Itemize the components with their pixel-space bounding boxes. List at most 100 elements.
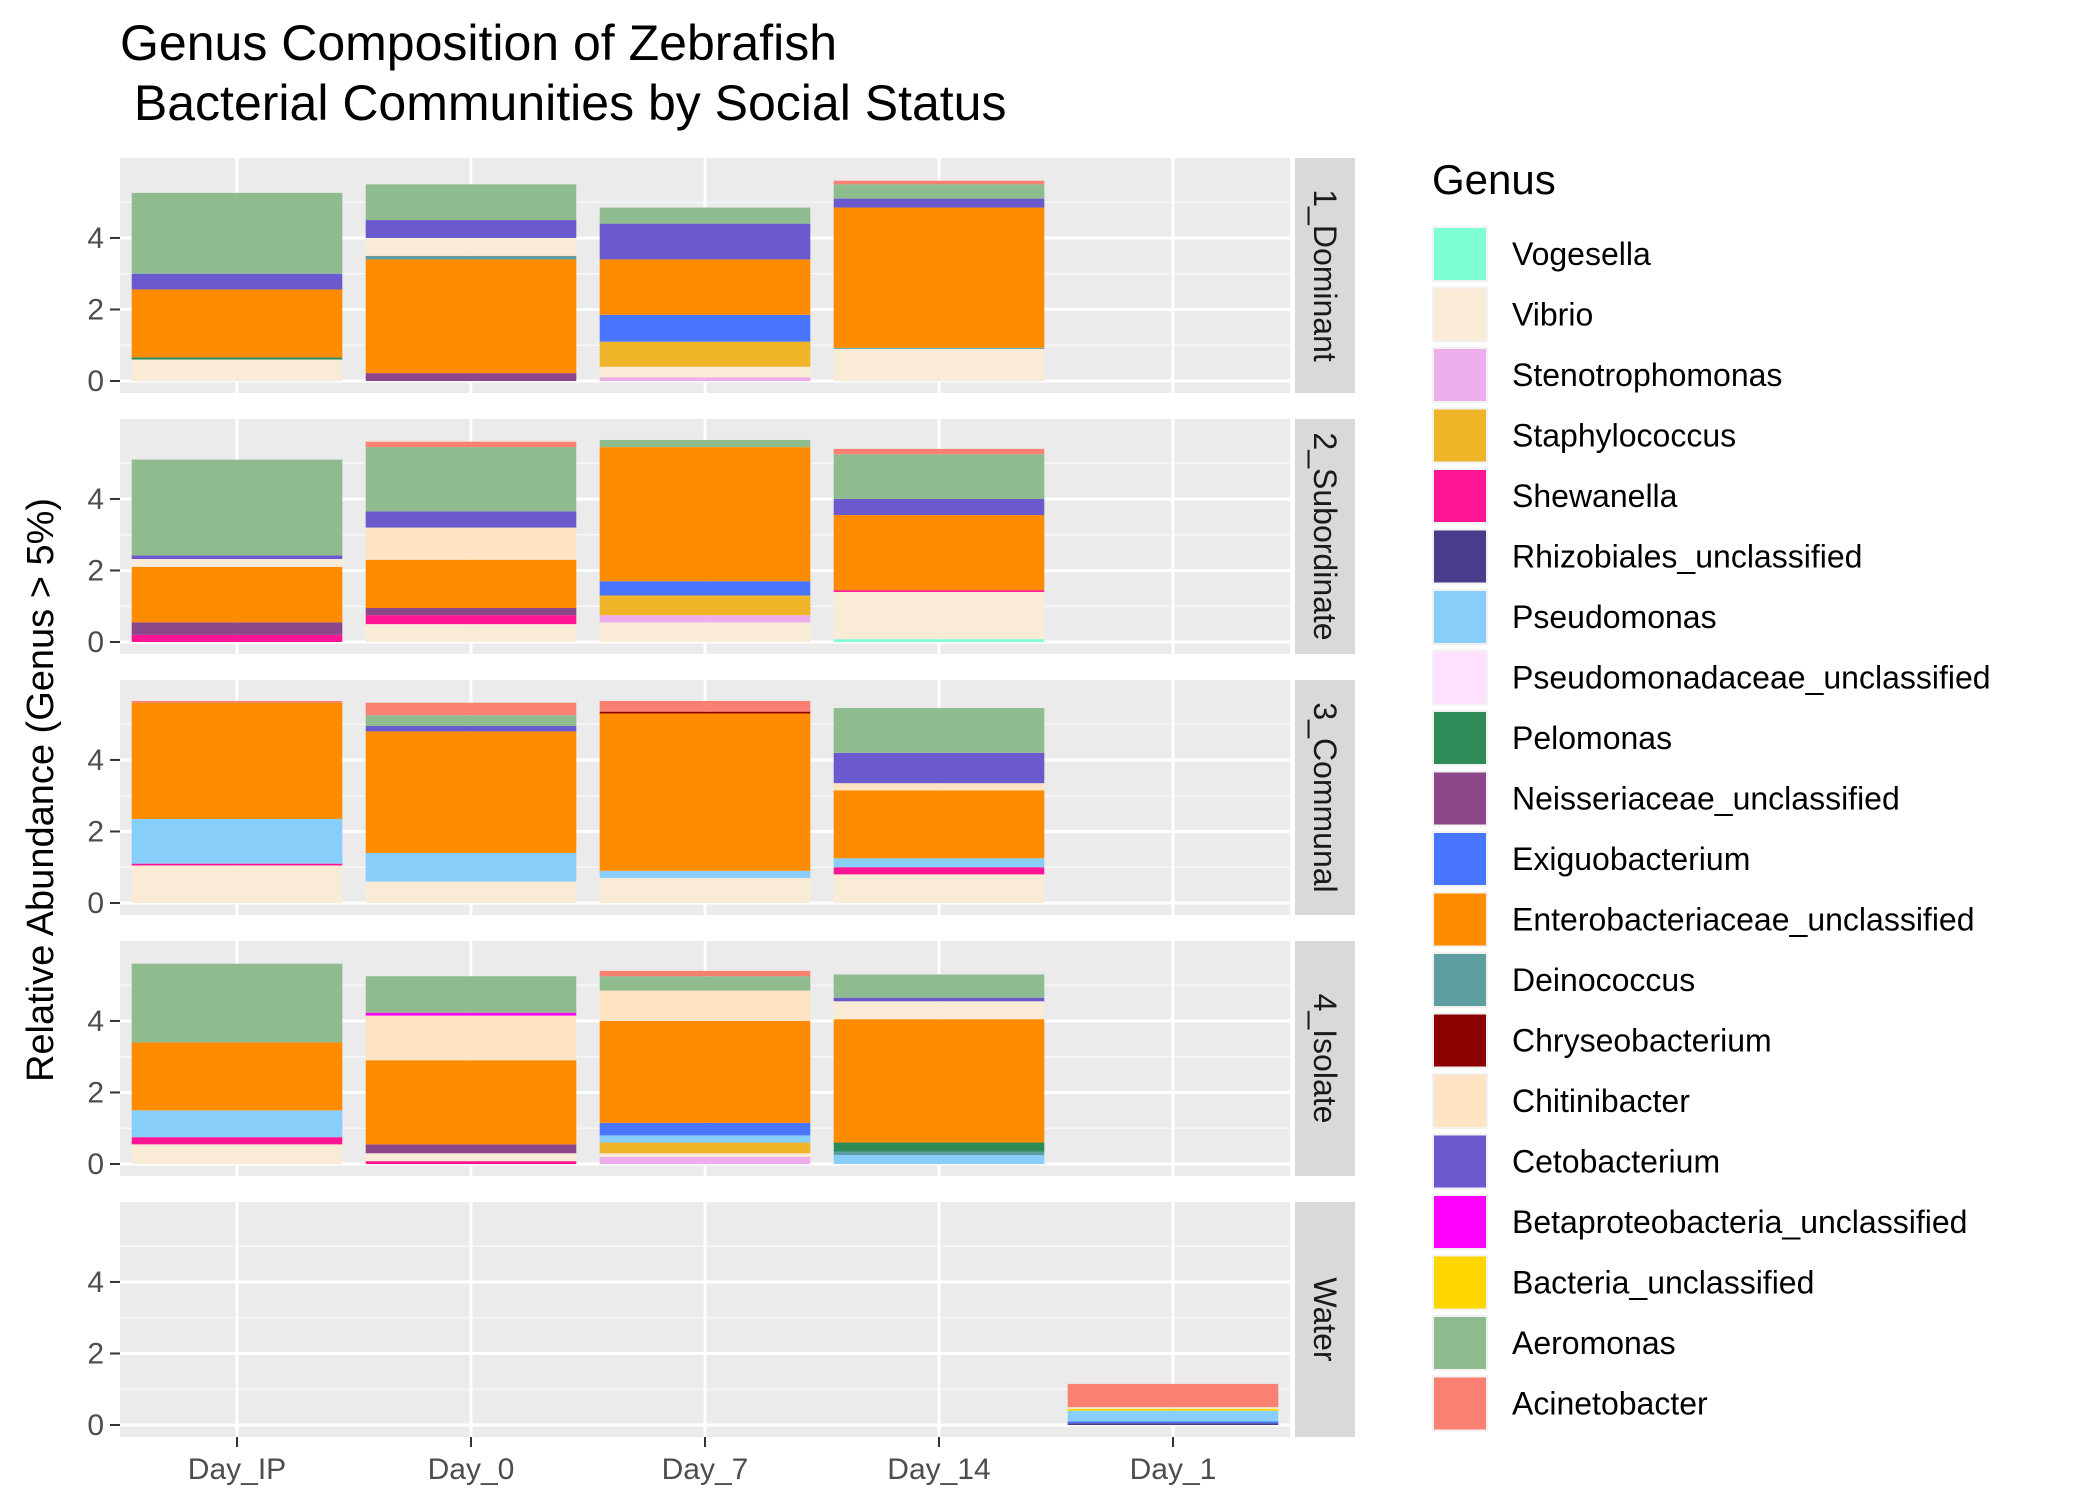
bar-segment-vibrio	[365, 624, 577, 642]
legend-swatch	[1434, 954, 1486, 1006]
legend-item-pseudomonadaceae-unclassified: Pseudomonadaceae_unclassified	[1432, 649, 1991, 706]
legend-swatch	[1434, 651, 1486, 704]
x-axis: Day_IP Day_0 Day_7 Day_14 Day_1	[188, 1437, 1216, 1486]
bar-segment-shewanella	[365, 1161, 577, 1164]
y-tick-label: 4	[87, 222, 104, 255]
bar-segment-chitinibacter	[365, 527, 577, 560]
bar-segment-shewanella	[131, 1137, 343, 1145]
legend-swatch	[1434, 893, 1486, 946]
bar-segment-chitinibacter	[1067, 1407, 1279, 1409]
bar-segment-vibrio	[599, 366, 811, 378]
bar-segment-shewanella	[833, 867, 1045, 875]
bar-segment-cetobacterium	[833, 752, 1045, 784]
bar-segment-shewanella	[131, 634, 343, 642]
bar-segment-staphylococcus	[599, 341, 811, 367]
bar-segment-vibrio	[131, 865, 343, 903]
facet-panel-4-isolate: 0 2 4 4_Isolate	[87, 941, 1355, 1181]
facet-panel-1-dominant: 0 2 4 1_Dominant	[87, 158, 1355, 398]
legend-label: Aeromonas	[1512, 1325, 1676, 1361]
legend-item-exiguobacterium: Exiguobacterium	[1432, 831, 1750, 887]
legend-swatch	[1434, 833, 1486, 885]
facets-layer: 0 2 4 1_Dominant 0 2 4 2_Subordinate 0 2 4 3_Commun…	[87, 158, 1355, 1442]
stacked-bar-day-0	[365, 441, 577, 642]
x-tick-label: Day_14	[887, 1453, 990, 1486]
bar-segment-cetobacterium	[365, 725, 577, 732]
legend-item-deinococcus: Deinococcus	[1432, 952, 1695, 1008]
legend-label: Vogesella	[1512, 236, 1651, 272]
legend-label: Stenotrophomonas	[1512, 357, 1782, 393]
y-tick-label: 2	[87, 815, 104, 848]
bar-segment-enterobacteriaceae-unclassified	[833, 515, 1045, 591]
bar-segment-pseudomonas	[599, 870, 811, 878]
bar-segment-pseudomonas	[131, 818, 343, 864]
bar-segment-vibrio	[833, 1001, 1045, 1020]
legend-label: Cetobacterium	[1512, 1144, 1720, 1180]
x-tick-label: Day_7	[662, 1453, 749, 1486]
y-tick-label: 4	[87, 1266, 104, 1299]
bar-segment-aeromonas	[365, 184, 577, 221]
bar-segment-enterobacteriaceae-unclassified	[599, 259, 811, 315]
stacked-bar-day-0	[365, 976, 577, 1164]
bar-segment-aeromonas	[365, 715, 577, 726]
bar-segment-cetobacterium	[833, 198, 1045, 208]
bar-segment-cetobacterium	[365, 511, 577, 528]
legend-item-neisseriaceae-unclassified: Neisseriaceae_unclassified	[1432, 770, 1900, 827]
y-tick-label: 0	[87, 365, 104, 398]
legend-swatch	[1434, 349, 1486, 401]
stacked-bar-day-0	[365, 184, 577, 381]
bar-segment-vibrio	[365, 237, 577, 256]
legend-item-staphylococcus: Staphylococcus	[1432, 407, 1736, 464]
bar-segment-enterobacteriaceae-unclassified	[131, 566, 343, 623]
bar-segment-vibrio	[131, 1144, 343, 1164]
bar-segment-chitinibacter	[365, 1015, 577, 1061]
bar-segment-bacteria-unclassified	[1067, 1408, 1279, 1411]
legend-swatch	[1434, 228, 1486, 280]
legend-item-rhizobiales-unclassified: Rhizobiales_unclassified	[1432, 528, 1862, 585]
legend-swatch	[1434, 1377, 1486, 1430]
bar-segment-vibrio	[599, 1153, 811, 1157]
bar-segment-aeromonas	[833, 454, 1045, 499]
bar-segment-acinetobacter	[365, 702, 577, 716]
legend-item-shewanella: Shewanella	[1432, 468, 1678, 524]
bar-segment-cetobacterium	[833, 498, 1045, 516]
bar-segment-pseudomonas	[833, 1155, 1045, 1164]
facet-panel-water: 0 2 4 Water	[87, 1202, 1355, 1442]
bar-segment-enterobacteriaceae-unclassified	[599, 713, 811, 871]
bar-segment-cetobacterium	[833, 997, 1045, 1002]
y-axis-title: Relative Abundance (Genus > 5%)	[20, 498, 62, 1082]
bar-segment-stenotrophomonas	[599, 1156, 811, 1164]
legend-swatch	[1434, 288, 1486, 341]
legend-label: Pseudomonadaceae_unclassified	[1512, 660, 1991, 696]
bar-segment-neisseriaceae-unclassified	[365, 1144, 577, 1154]
bar-segment-pelomonas	[131, 357, 343, 360]
facet-strip	[1295, 158, 1355, 393]
legend-swatch	[1434, 1317, 1486, 1369]
facet-strip	[1295, 1202, 1355, 1437]
legend-label: Staphylococcus	[1512, 418, 1736, 454]
legend-item-chryseobacterium: Chryseobacterium	[1432, 1012, 1772, 1069]
legend-item-aeromonas: Aeromonas	[1432, 1315, 1676, 1371]
bar-segment-vibrio	[599, 622, 811, 642]
y-tick-label: 2	[87, 1076, 104, 1109]
facet-strip-label: 1_Dominant	[1307, 189, 1343, 362]
stacked-bar-day-14	[833, 448, 1045, 642]
bar-segment-pseudomonas	[833, 858, 1045, 868]
bar-segment-aeromonas	[599, 207, 811, 224]
legend-swatch	[1434, 1014, 1486, 1067]
stacked-bar-day-7	[599, 970, 811, 1164]
legend-label: Enterobacteriaceae_unclassified	[1512, 902, 1975, 938]
stacked-bar-day-14	[833, 708, 1045, 903]
legend-swatch	[1434, 409, 1486, 462]
bar-segment-acinetobacter	[131, 700, 343, 703]
y-tick-label: 0	[87, 1409, 104, 1442]
facet-strip	[1295, 941, 1355, 1176]
bar-segment-cetobacterium	[599, 223, 811, 260]
bar-segment-aeromonas	[599, 976, 811, 991]
bar-segment-vibrio	[599, 877, 811, 903]
bar-segment-vibrio	[833, 348, 1045, 381]
bar-segment-shewanella	[833, 590, 1045, 592]
y-tick-label: 4	[87, 483, 104, 516]
facet-strip-label: Water	[1307, 1277, 1343, 1362]
legend-label: Shewanella	[1512, 478, 1678, 514]
